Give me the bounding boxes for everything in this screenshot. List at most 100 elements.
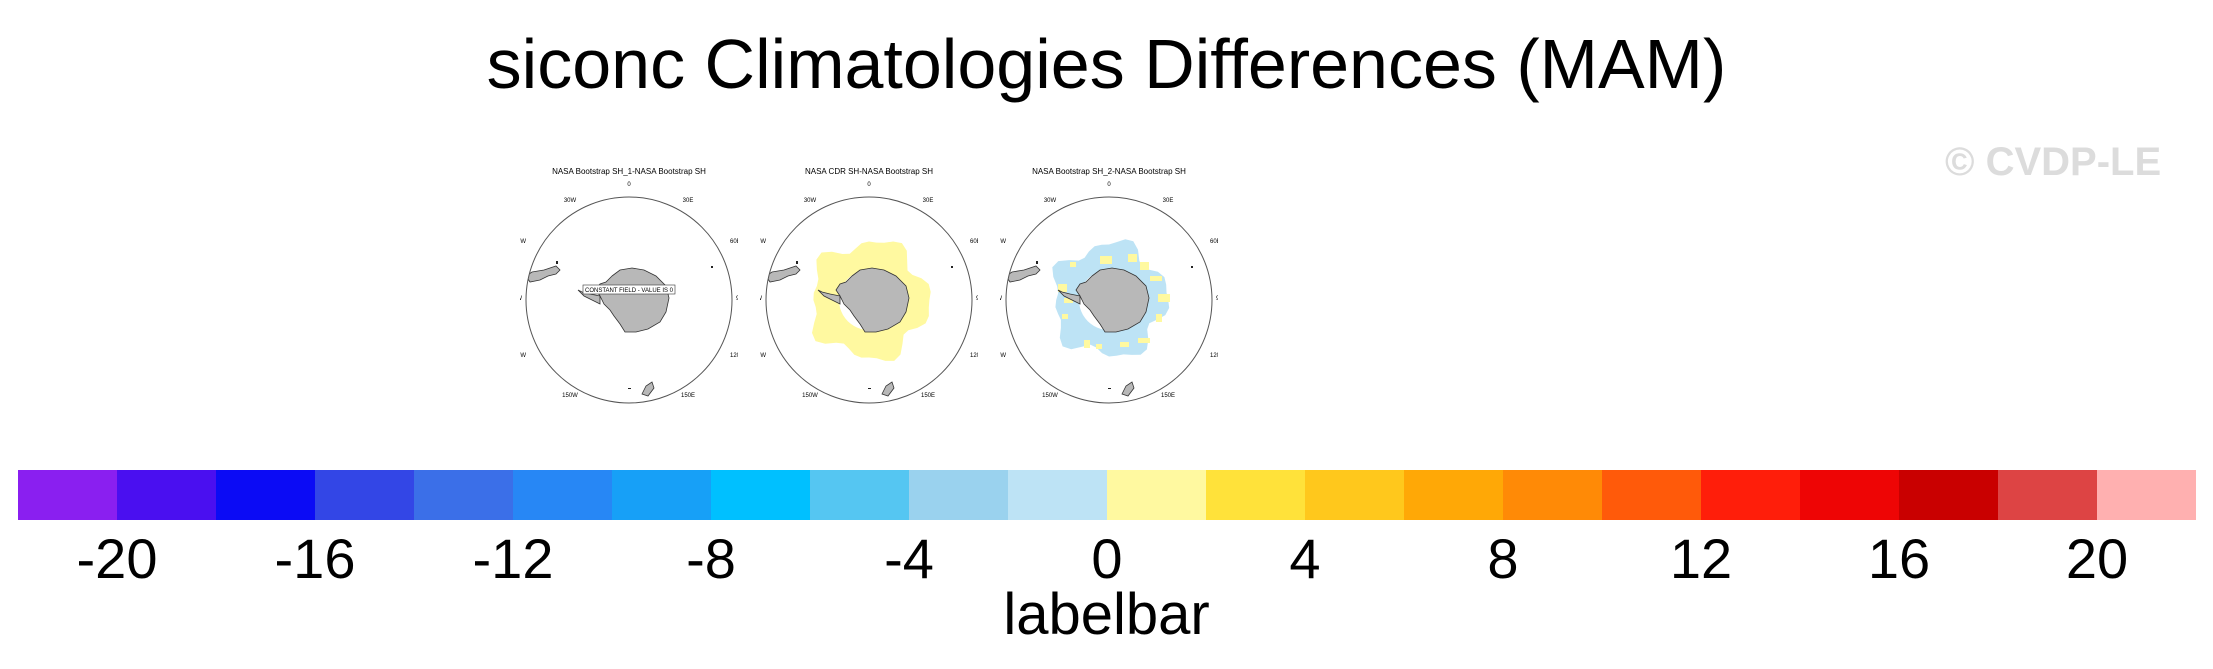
constant-field-note: CONSTANT FIELD - VALUE IS 0 [585,288,674,294]
longitude-label: 60W [1000,239,1006,245]
labelbar-tick-label: -8 [686,527,736,590]
longitude-label: 120E [730,353,738,359]
labelbar-swatch [1701,470,1800,520]
labelbar-caption: labelbar [1003,582,1210,647]
map-area [526,197,732,403]
antarctica-landmass [1075,267,1150,333]
longitude-label: 30W [564,198,577,204]
longitude-label: 60E [1210,239,1218,245]
labelbar-swatch [315,470,414,520]
labelbar-tick-label: -12 [472,527,554,590]
labelbar-tick-label: 4 [1289,527,1321,590]
sea-ice-difference-cell [1100,256,1112,264]
sea-ice-difference-field [1052,239,1170,357]
sea-ice-difference-cell [1084,340,1090,348]
labelbar-swatch [909,470,1008,520]
sea-ice-difference-cell [1128,254,1137,262]
new-zealand-landmass [1121,381,1135,397]
labelbar-swatch [612,470,711,520]
longitude-label: 30W [1044,198,1057,204]
sea-ice-difference-cell [1138,338,1150,343]
longitude-label: 120E [1210,353,1218,359]
labelbar-tick-label: 0 [1091,527,1123,590]
labelbar-swatch [513,470,612,520]
longitude-label: 90W [1000,296,1002,302]
longitude-label: 30E [923,198,934,204]
map-boundary [765,196,973,404]
panel-title: NASA Bootstrap SH_2-NASA Bootstrap SH [1032,167,1186,176]
polar-map: NASA Bootstrap SH_2-NASA Bootstrap SH 0 30… [1000,167,1218,404]
labelbar-tick-label: 20 [2065,527,2129,590]
longitude-label: 90E [976,296,978,302]
labelbar-swatch [1800,470,1899,520]
longitude-label: 60W [760,239,766,245]
longitude-label: 120E [970,353,978,359]
longitude-label: 30W [804,198,817,204]
polar-map: NASA Bootstrap SH_1-NASA Bootstrap SH 0 30… [520,167,738,404]
labelbar-swatch [1998,470,2097,520]
labelbar-swatch [810,470,909,520]
longitude-label: 150W [1042,393,1058,399]
labelbar-swatch [1107,470,1206,520]
labelbar-swatch [1008,470,1107,520]
sea-ice-difference-cell [1156,314,1162,322]
longitude-label: 150E [921,393,935,399]
map-area [1006,197,1212,403]
longitude-label: 30E [683,198,694,204]
labelbar-swatch [117,470,216,520]
labelbar-swatch [1206,470,1305,520]
sea-ice-difference-cell [1064,298,1073,303]
panel-title: NASA CDR SH-NASA Bootstrap SH [805,167,933,176]
new-zealand-landmass [641,381,655,397]
labelbar-swatch [1602,470,1701,520]
labelbar-swatch [711,470,810,520]
new-zealand-landmass [881,381,895,397]
labelbar-tick-label: -16 [274,527,356,590]
constant-field-box [582,284,676,295]
labelbar-swatch [1404,470,1503,520]
map-area [766,197,972,403]
map-panel-2: NASA CDR SH-NASA Bootstrap SH 0 30E 60E 90E 1… [760,164,978,404]
polar-map: NASA CDR SH-NASA Bootstrap SH 0 30E 60E 90E 1… [760,167,978,404]
labelbar-swatch [1305,470,1404,520]
longitude-label: 120W [760,353,766,359]
labelbar-swatch [414,470,513,520]
sea-ice-difference-cell [1158,294,1170,302]
labelbar-tick-label: -20 [76,527,158,590]
longitude-label: 120W [520,353,526,359]
color-labelbar [18,470,2196,520]
sea-ice-difference-cell [1120,342,1129,347]
longitude-label: 90E [736,296,738,302]
sea-ice-difference-cell [1150,276,1162,281]
longitude-label: 0 [627,182,631,188]
labelbar-tick-label: -4 [884,527,934,590]
map-panel-3: NASA Bootstrap SH_2-NASA Bootstrap SH 0 30… [1000,164,1218,404]
labelbar-swatch [1503,470,1602,520]
panel-title: NASA Bootstrap SH_1-NASA Bootstrap SH [552,167,706,176]
labelbar-swatch [216,470,315,520]
longitude-label: 0 [867,182,871,188]
labelbar-tick-label: 16 [1867,527,1931,590]
longitude-label: 90W [760,296,762,302]
longitude-label: 60E [970,239,978,245]
sea-ice-difference-cell [1070,262,1076,267]
longitude-label: 30E [1163,198,1174,204]
labelbar-swatch [2097,470,2196,520]
sea-ice-difference-field [812,241,931,361]
sea-ice-difference-cell [1140,262,1149,270]
sea-ice-difference-cell [1062,314,1068,319]
watermark: © CVDP-LE [1945,140,2162,184]
sea-ice-difference-cell [1096,344,1102,349]
longitude-label: 60W [520,239,526,245]
labelbar-swatch [18,470,117,520]
labelbar-tick-label: 12 [1669,527,1733,590]
map-boundary [1005,196,1213,404]
longitude-label: 60E [730,239,738,245]
page-title: siconc Climatologies Differences (MAM) [486,25,1727,103]
longitude-label: 150E [681,393,695,399]
antarctic-peninsula [1057,289,1081,305]
longitude-label: 90W [520,296,522,302]
sea-ice-difference-cell [1058,284,1067,292]
labelbar-tick-label: 8 [1487,527,1519,590]
longitude-label: 150E [1161,393,1175,399]
